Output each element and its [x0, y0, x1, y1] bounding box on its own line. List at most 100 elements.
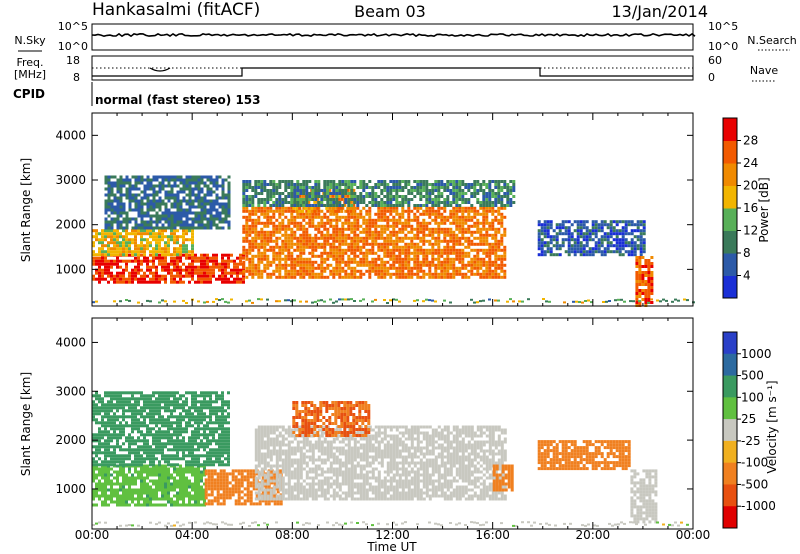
power-cell [269, 263, 273, 267]
velocity-cell [95, 454, 98, 458]
power-cell [278, 192, 282, 195]
velocity-cell [95, 397, 98, 401]
nave-label: Nave [750, 64, 778, 77]
power-cell [290, 275, 294, 279]
velocity-cell [116, 400, 119, 404]
power-cell [236, 274, 239, 278]
power-cell [158, 232, 161, 236]
power-cell [278, 263, 282, 267]
power-cell [383, 215, 387, 219]
velocity-cell [107, 503, 110, 507]
power-cell [248, 230, 252, 234]
power-cell [242, 280, 245, 284]
power-cell [407, 269, 411, 273]
power-cell [170, 205, 174, 209]
power-cell [257, 198, 261, 201]
power-cell [494, 248, 498, 252]
power-cell [308, 186, 312, 189]
power-cell [110, 181, 114, 185]
power-cell [137, 265, 140, 269]
power-ylabel: Slant Range [km] [19, 158, 33, 262]
power-cell [377, 242, 381, 246]
power-cell [443, 230, 447, 234]
power-cell [362, 195, 366, 198]
power-cell [284, 254, 288, 258]
power-cell [356, 224, 360, 228]
power-cell [485, 263, 489, 267]
power-cell [296, 183, 300, 186]
power-cell [155, 205, 159, 209]
power-cell [422, 221, 426, 225]
velocity-cell [149, 473, 152, 477]
velocity-cell [158, 479, 161, 483]
power-cell [161, 274, 164, 278]
power-cell [173, 199, 177, 203]
power-cell [422, 242, 426, 246]
power-cell [104, 268, 107, 272]
power-cell [173, 241, 176, 245]
velocity-cell [104, 485, 107, 489]
power-cell [416, 260, 420, 264]
power-cell [248, 195, 252, 198]
power-cell [647, 265, 651, 268]
power-cell [221, 196, 225, 200]
power-cell [221, 268, 224, 272]
power-cell [476, 209, 480, 213]
power-cell [119, 205, 123, 209]
power-cell [290, 272, 294, 276]
power-cell [485, 248, 489, 252]
power-cell [260, 257, 264, 261]
power-cell [263, 180, 267, 183]
power-cell [257, 183, 261, 186]
velocity-cell [146, 433, 149, 437]
power-cell [176, 211, 180, 215]
power-cell [308, 204, 312, 207]
velocity-cell [167, 482, 170, 486]
velocity-cell [125, 476, 128, 480]
power-cell [446, 198, 450, 201]
power-cell [328, 188, 332, 192]
power-cell [467, 275, 471, 279]
power-cell [155, 190, 159, 194]
power-cell [95, 271, 98, 275]
velocity-cell [113, 433, 116, 437]
y-tick-label: 4000 [55, 128, 86, 142]
power-cell [494, 233, 498, 237]
power-cell [320, 242, 324, 246]
power-cell [452, 248, 456, 252]
power-cell [398, 195, 402, 198]
nsky-tick-bottom: 10^0 [58, 40, 88, 53]
velocity-cell [101, 424, 104, 428]
velocity-cell [125, 457, 128, 461]
power-cell [158, 208, 162, 212]
power-cell [380, 245, 384, 249]
power-cell [298, 209, 302, 213]
power-cell [392, 224, 396, 228]
power-cell [188, 202, 192, 206]
power-cell [155, 253, 158, 257]
power-cell [299, 257, 303, 261]
power-cell [200, 214, 204, 218]
power-cell [242, 180, 246, 183]
power-cell [488, 251, 492, 255]
power-cell [404, 224, 408, 228]
power-cell [242, 263, 246, 267]
power-cell [500, 186, 504, 189]
power-cell [413, 242, 417, 246]
power-cell [146, 199, 150, 203]
power-cell [431, 186, 435, 189]
power-cell [485, 201, 489, 204]
power-cell [134, 217, 138, 221]
power-cell [284, 233, 288, 237]
power-cell [224, 220, 228, 224]
power-cell [176, 241, 179, 245]
power-cell [254, 263, 258, 267]
power-cell [635, 289, 639, 292]
power-cell [128, 232, 131, 236]
power-cell [362, 245, 366, 249]
velocity-cell [128, 433, 131, 437]
velocity-cell [143, 445, 146, 449]
power-cell [302, 186, 306, 189]
power-cell [362, 183, 366, 186]
power-cell [386, 248, 390, 252]
